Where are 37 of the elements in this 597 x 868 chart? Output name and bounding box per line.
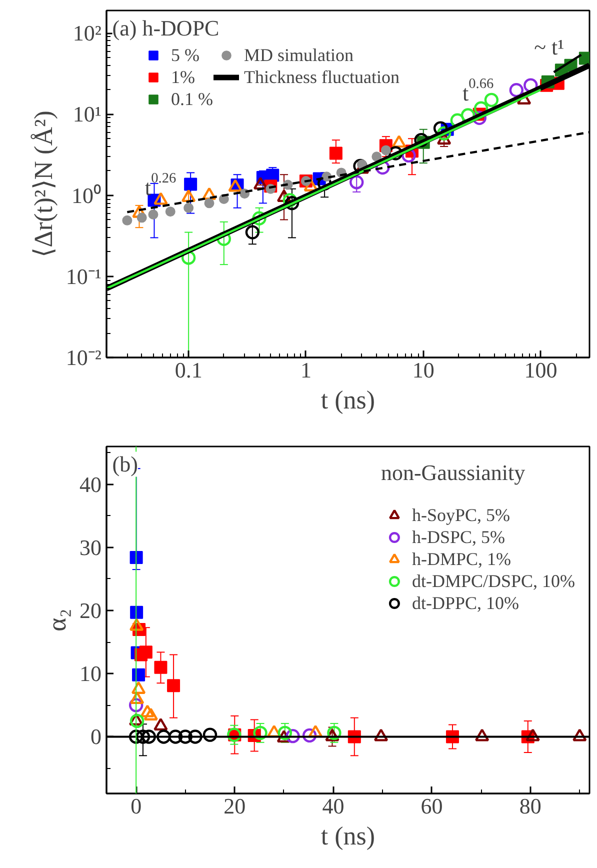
annotation: ~ t¹ bbox=[534, 34, 564, 60]
y-tick-label: 30 bbox=[80, 534, 102, 560]
y-axis-title: ⟨Δr(t)²⟩N (Å²) bbox=[28, 110, 58, 258]
legend-label: MD simulation bbox=[244, 44, 354, 66]
legend-label: 1% bbox=[171, 66, 195, 88]
y-tick-label: 10¹ bbox=[72, 102, 102, 127]
y-tick-label: 20 bbox=[80, 598, 102, 624]
y-tick-label: 10⁻² bbox=[66, 345, 102, 370]
legend-label: 0.1 % bbox=[171, 88, 213, 110]
y-tick-label: 10⁰ bbox=[72, 182, 102, 208]
y-tick-label: 10⁻¹ bbox=[66, 264, 102, 289]
x-tick-label: 0.1 bbox=[174, 358, 202, 382]
legend-label: h-DSPC, 5% bbox=[412, 526, 505, 548]
annotation: (a) h-DOPC bbox=[112, 16, 220, 41]
y-tick-label: 0 bbox=[90, 724, 102, 750]
legend-label: dt-DPPC, 10% bbox=[412, 592, 519, 614]
x-tick-label: 40 bbox=[322, 794, 344, 818]
x-tick-label: 1 bbox=[300, 358, 312, 382]
legend-title: non-Gaussianity bbox=[380, 460, 526, 486]
legend-label: Thickness fluctuation bbox=[244, 66, 400, 88]
y-tick-label: 10² bbox=[72, 20, 102, 46]
legend-label: h-SoyPC, 5% bbox=[412, 504, 510, 526]
y-axis-title: α₂ bbox=[42, 608, 72, 632]
x-tick-label: 10 bbox=[412, 358, 434, 382]
x-tick-label: 100 bbox=[524, 358, 558, 382]
legend-label: 5 % bbox=[171, 44, 200, 66]
legend-label: dt-DMPC/DSPC, 10% bbox=[412, 570, 575, 592]
y-tick-label: 40 bbox=[80, 472, 102, 497]
x-tick-label: 60 bbox=[420, 794, 443, 818]
annotation: (b) bbox=[112, 452, 138, 477]
x-tick-label: 80 bbox=[519, 794, 542, 818]
y-tick-label: 10 bbox=[80, 661, 102, 686]
legend-label: h-DMPC, 1% bbox=[412, 548, 511, 570]
x-tick-label: 20 bbox=[224, 794, 246, 818]
x-axis-title: t (ns) bbox=[320, 386, 376, 414]
x-axis-title: t (ns) bbox=[320, 822, 376, 850]
x-tick-label: 0 bbox=[130, 794, 142, 818]
